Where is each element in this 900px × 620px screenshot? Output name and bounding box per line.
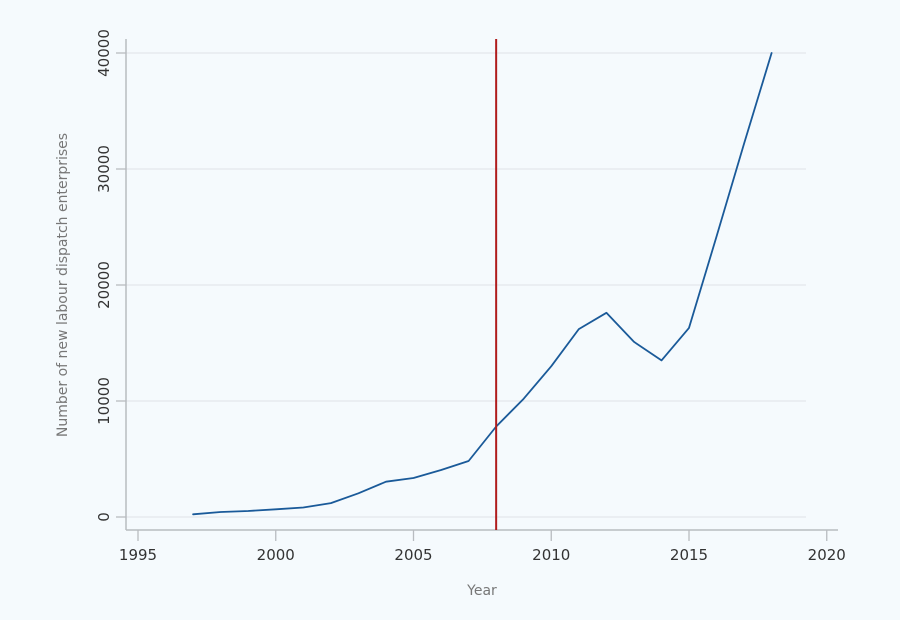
- data-series: [192, 52, 773, 516]
- y-tick-label: 30000: [95, 145, 113, 193]
- x-tick-label: 2005: [394, 546, 432, 564]
- y-tick-label: 40000: [95, 29, 113, 77]
- x-axis-title: Year: [466, 583, 497, 599]
- x-axis-ticks: 1995 2000 2005 2010 2015 2020: [119, 530, 846, 564]
- x-tick-label: 2010: [532, 546, 570, 564]
- y-axis-ticks: 0 10000 20000 30000 40000: [95, 29, 126, 522]
- x-tick-label: 2015: [670, 546, 708, 564]
- x-tick-label: 1995: [119, 546, 157, 564]
- x-tick-label: 2000: [257, 546, 295, 564]
- y-tick-label: 0: [95, 512, 113, 522]
- y-axis-title: Number of new labour dispatch enterprise…: [55, 133, 71, 437]
- x-tick-label: 2020: [808, 546, 846, 564]
- data-line: [192, 52, 773, 516]
- gridlines: [126, 52, 806, 518]
- y-tick-label: 10000: [95, 377, 113, 425]
- y-tick-label: 20000: [95, 261, 113, 309]
